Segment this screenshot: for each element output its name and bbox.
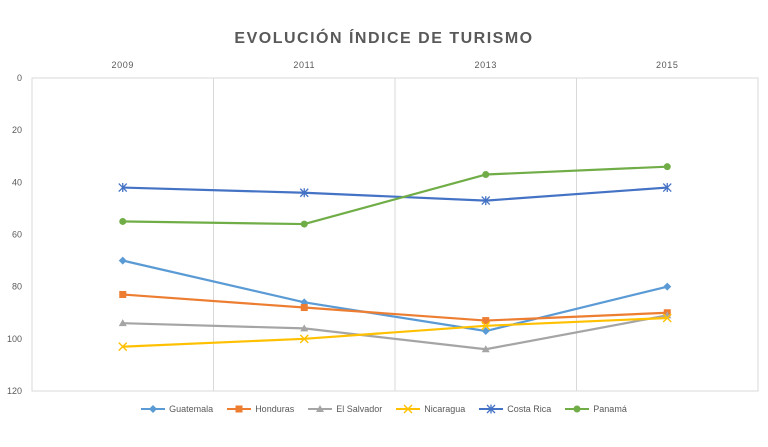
data-point-nicaragua — [118, 342, 128, 352]
data-point-panama — [300, 220, 308, 228]
legend-swatch-marker — [316, 405, 325, 412]
series-line-nicaragua — [122, 316, 668, 348]
y-tick-label: 20 — [12, 125, 22, 135]
y-tick-label: 100 — [7, 334, 22, 344]
legend-item-nicaragua: Nicaragua — [396, 404, 465, 414]
legend-swatch-guatemala — [141, 405, 166, 413]
legend-label-costa-rica: Costa Rica — [507, 404, 552, 414]
legend-swatch-panama — [565, 405, 590, 413]
data-point-nicaragua — [299, 334, 309, 344]
data-point-panama — [663, 163, 671, 171]
legend-label-guatemala: Guatemala — [169, 404, 214, 414]
y-tick-label: 0 — [17, 73, 22, 83]
legend-swatch-marker — [486, 404, 496, 414]
series-line-costa-rica — [122, 186, 668, 202]
y-tick-label: 120 — [7, 386, 22, 396]
legend-item-panama: Panamá — [565, 404, 627, 414]
legend-item-costa-rica: Costa Rica — [479, 404, 551, 414]
data-point-nicaragua — [662, 313, 672, 323]
legend-swatch-honduras — [227, 405, 252, 413]
data-point-costa-rica — [662, 183, 672, 193]
y-tick-label: 60 — [12, 230, 22, 240]
legend-swatch-costa-rica — [479, 404, 504, 414]
legend-label-el-salvador: El Salvador — [336, 404, 383, 414]
legend-item-guatemala: Guatemala — [141, 404, 213, 414]
x-tick-label: 2015 — [656, 60, 678, 70]
data-point-panama — [482, 171, 490, 179]
legend-swatch-marker — [235, 405, 243, 413]
legend-swatch-marker — [149, 405, 158, 413]
data-point-panama — [119, 217, 127, 225]
legend-swatch-marker — [403, 404, 413, 414]
data-point-costa-rica — [118, 183, 128, 193]
data-point-el-salvador — [118, 319, 127, 327]
legend-item-honduras: Honduras — [227, 404, 294, 414]
legend-label-nicaragua: Nicaragua — [424, 404, 466, 414]
x-tick-label: 2011 — [293, 60, 315, 70]
legend-label-honduras: Honduras — [255, 404, 295, 414]
y-tick-label: 40 — [12, 177, 22, 187]
series-line-el-salvador — [122, 314, 668, 351]
y-tick-label: 80 — [12, 282, 22, 292]
data-point-el-salvador — [481, 345, 490, 353]
data-point-honduras — [300, 304, 308, 312]
data-point-nicaragua — [481, 321, 491, 331]
data-point-guatemala — [663, 282, 672, 291]
data-point-honduras — [119, 290, 127, 298]
x-tick-label: 2009 — [112, 60, 134, 70]
legend: Guatemala Honduras El Salvador Nicaragua Cos… — [0, 404, 768, 414]
data-point-el-salvador — [300, 324, 309, 332]
legend-swatch-marker — [573, 405, 581, 413]
data-point-costa-rica — [481, 196, 491, 206]
chart-title: EVOLUCIÓN ÍNDICE DE TURISMO — [234, 30, 534, 47]
legend-swatch-nicaragua — [396, 404, 421, 414]
x-tick-label: 2013 — [475, 60, 497, 70]
data-point-guatemala — [118, 256, 127, 265]
legend-item-el-salvador: El Salvador — [308, 404, 382, 414]
data-point-honduras — [482, 317, 490, 325]
legend-swatch-el-salvador — [308, 405, 333, 412]
data-point-costa-rica — [299, 188, 309, 198]
series-line-guatemala — [122, 259, 668, 333]
series-line-panama — [122, 165, 668, 226]
data-point-guatemala — [481, 327, 490, 336]
series-line-honduras — [122, 293, 668, 322]
legend-label-panama: Panamá — [593, 404, 627, 414]
